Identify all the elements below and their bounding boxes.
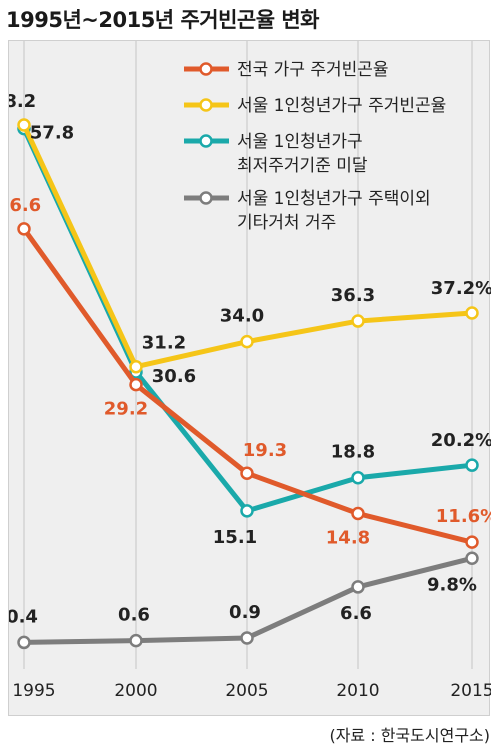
data-label-1-2010: 36.3 bbox=[331, 285, 375, 306]
data-label-0-2005: 19.3 bbox=[243, 440, 287, 461]
data-point-3-2005 bbox=[240, 631, 254, 645]
legend-entry-3: 서울 1인청년가구 주택이외 기타거처 거주 bbox=[237, 189, 431, 233]
data-point-0-2000 bbox=[129, 377, 143, 392]
data-point-2-2005 bbox=[240, 504, 254, 518]
data-point-3-2000 bbox=[129, 633, 143, 648]
data-label-1-1995: 58.2 bbox=[9, 91, 36, 112]
data-point-0-2015 bbox=[465, 535, 479, 549]
chart-title: 1995년~2015년 주거빈곤율 변화 bbox=[6, 8, 320, 32]
data-label-3-2000: 0.6 bbox=[118, 605, 150, 626]
legend-entry-2: 서울 1인청년가구 최저주거기준 미달 bbox=[237, 132, 368, 176]
data-point-3-1995 bbox=[17, 635, 31, 650]
x-tick-2015: 2015 bbox=[450, 681, 491, 701]
data-label-2-2005: 15.1 bbox=[213, 527, 257, 548]
data-point-1-2015 bbox=[465, 306, 479, 320]
data-label-3-1995: 0.4 bbox=[9, 606, 38, 627]
legend-marker-3 bbox=[199, 191, 213, 205]
data-point-0-1995 bbox=[17, 222, 31, 236]
data-point-3-2015 bbox=[465, 551, 479, 566]
data-point-1-2010 bbox=[351, 314, 365, 328]
data-point-1-2005 bbox=[240, 334, 254, 349]
data-label-0-2000: 29.2 bbox=[104, 399, 148, 420]
plot-area: 1995 2000 2005 2010 2015 46.6 29.2 19.3 14.8 11.6… bbox=[8, 40, 491, 716]
series-line-3 bbox=[23, 555, 473, 645]
data-label-1-2005: 34.0 bbox=[220, 306, 264, 327]
data-label-2-1995: 57.8 bbox=[30, 123, 74, 144]
data-point-1-1995 bbox=[17, 118, 31, 132]
data-point-0-2005 bbox=[240, 466, 254, 480]
data-label-2-2010: 18.8 bbox=[331, 442, 375, 463]
legend-entry-1: 서울 1인청년가구 주거빈곤율 bbox=[237, 96, 446, 116]
data-point-2-2015 bbox=[465, 458, 479, 472]
data-label-3-2005: 0.9 bbox=[229, 602, 261, 623]
legend-marker-2 bbox=[199, 134, 213, 148]
x-tick-2010: 2010 bbox=[336, 681, 379, 701]
source-note: (자료 : 한국도시연구소) bbox=[329, 726, 490, 745]
data-label-1-2000: 31.2 bbox=[142, 333, 186, 354]
legend-entry-0: 전국 가구 주거빈곤율 bbox=[237, 60, 389, 80]
x-tick-2005: 2005 bbox=[225, 681, 268, 701]
x-tick-2000: 2000 bbox=[114, 681, 157, 701]
x-tick-1995: 1995 bbox=[12, 681, 55, 701]
data-point-2-2010 bbox=[351, 470, 365, 485]
data-label-3-2015: 9.8% bbox=[427, 574, 477, 595]
data-point-3-2010 bbox=[351, 580, 365, 594]
data-label-2-2000: 30.6 bbox=[152, 366, 196, 387]
data-label-1-2015: 37.2% bbox=[431, 278, 491, 299]
legend-marker-1 bbox=[199, 98, 213, 112]
legend-marker-0 bbox=[199, 62, 213, 76]
data-label-3-2010: 6.6 bbox=[340, 603, 372, 624]
line-chart: 1995 2000 2005 2010 2015 46.6 29.2 19.3 14.8 11.6… bbox=[9, 41, 491, 701]
data-label-0-1995: 46.6 bbox=[9, 195, 41, 216]
data-label-2-2015: 20.2% bbox=[431, 430, 491, 451]
data-label-0-2010: 14.8 bbox=[326, 528, 370, 549]
data-point-0-2010 bbox=[351, 506, 365, 521]
data-label-0-2015: 11.6% bbox=[436, 506, 491, 527]
data-point-1-2000 bbox=[129, 359, 143, 374]
